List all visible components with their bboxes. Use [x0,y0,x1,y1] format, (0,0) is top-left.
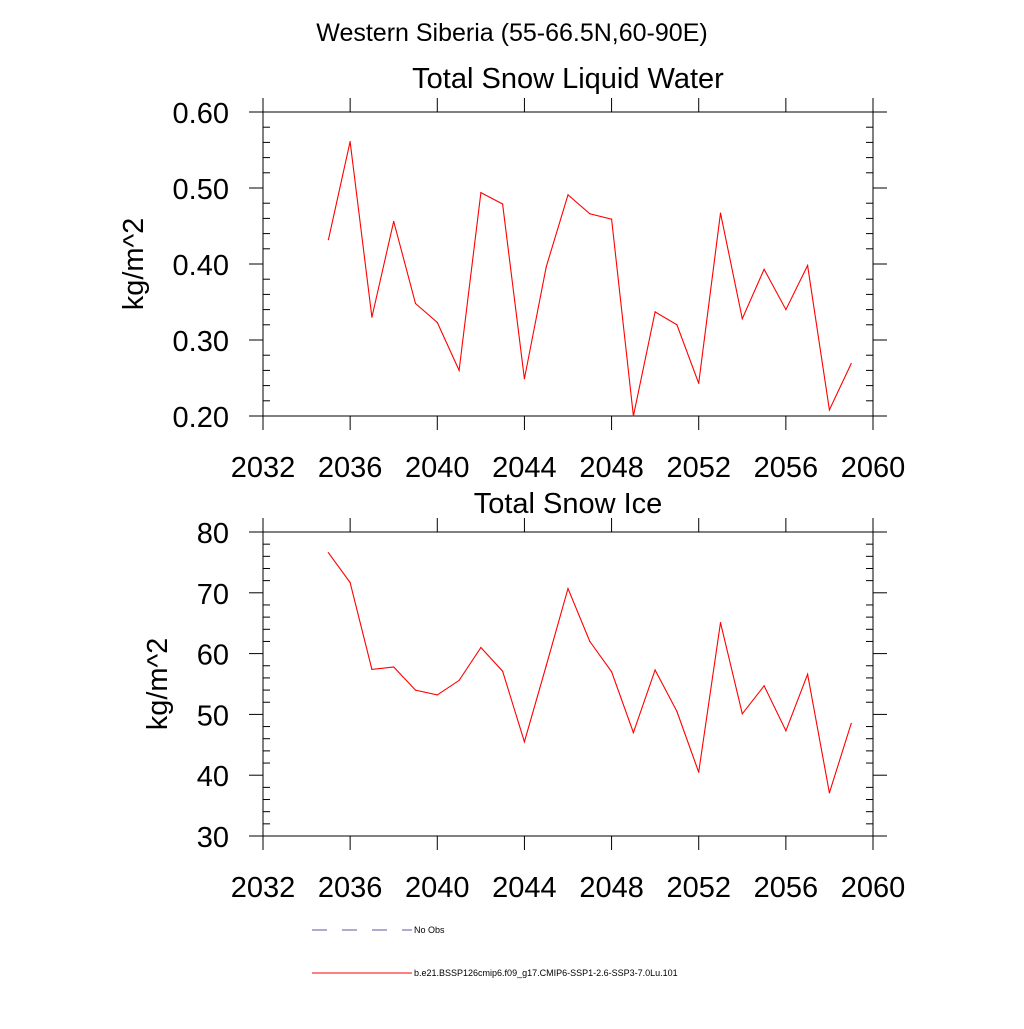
x-tick-label: 2036 [318,872,383,904]
data-point [850,362,852,365]
series-line [327,552,852,793]
data-point [850,722,852,725]
plot-frame [262,111,874,417]
data-point [436,694,438,696]
data-point [414,302,417,305]
x-tick-label: 2056 [754,452,819,484]
data-point [480,191,482,194]
y-tick-label: 0.50 [173,174,229,206]
data-point [807,264,809,267]
data-point [610,218,613,220]
data-point [567,587,569,590]
legend-label-model: b.e21.BSSP126cmip6.f09_g17.CMIP6-SSP1-2.… [414,968,678,978]
panel-snow-liquid-water: Total Snow Liquid Water kg/m^2 2032 2036 2… [118,63,905,484]
x-tick-label: 2052 [666,452,731,484]
data-point [567,194,569,196]
plot-frame [262,531,874,837]
y-tick-label: 0.30 [173,326,229,358]
x-tick-label: 2060 [841,872,906,904]
data-point [502,203,504,205]
data-point [676,324,678,326]
x-tick-label: 2032 [231,872,296,904]
y-tick-label: 60 [197,640,229,672]
data-point [763,685,765,687]
data-point [632,415,634,417]
plot-area: 2032 2036 2040 2044 2048 2052 2056 2060 0.20 0.30… [173,98,906,484]
data-point [371,668,373,671]
x-tick-label: 2048 [579,872,644,904]
x-tick-label: 2040 [405,872,470,904]
data-point [349,581,351,584]
data-point [458,369,460,371]
data-point [480,646,482,649]
data-point [393,220,395,223]
data-point [828,409,831,411]
y-tick-label: 30 [197,822,229,854]
data-point [741,318,743,320]
x-tick-label: 2036 [318,452,383,484]
x-tick-label: 2052 [666,872,731,904]
data-point [676,710,678,712]
data-point [349,141,351,143]
data-point [393,666,395,668]
y-tick-label: 80 [197,518,229,550]
y-tick-label: 70 [197,579,229,611]
y-axis-label: kg/m^2 [142,638,174,731]
data-point [589,640,591,643]
y-tick-label: 0.60 [173,98,229,130]
data-point [632,732,634,734]
data-point [654,311,656,313]
data-point [807,673,809,675]
data-point [436,321,438,324]
data-point [785,309,787,311]
data-point [654,669,656,671]
data-point [545,665,547,667]
x-tick-label: 2048 [579,452,644,484]
data-point [719,621,722,624]
y-tick-label: 0.40 [173,250,229,282]
data-point [763,268,765,270]
data-point [698,382,700,384]
data-point [698,771,700,773]
data-point [371,316,373,318]
x-tick-label: 2044 [492,452,557,484]
x-tick-label: 2060 [841,452,906,484]
panel-title: Total Snow Ice [474,488,663,520]
data-point [785,730,787,732]
panel-snow-ice: Total Snow Ice kg/m^2 2032 2036 2040 2044 20… [142,488,905,904]
x-tick-label: 2032 [231,452,296,484]
data-point [502,670,504,672]
data-point [327,552,329,554]
data-point [414,689,417,691]
x-tick-label: 2044 [492,872,557,904]
legend: No Obs b.e21.BSSP126cmip6.f09_g17.CMIP6-… [312,925,678,978]
figure-title: Western Siberia (55-66.5N,60-90E) [316,19,707,47]
y-tick-label: 50 [197,700,229,732]
data-point [610,671,613,673]
data-point [523,741,526,743]
data-point [327,239,329,241]
plot-area: 2032 2036 2040 2044 2048 2052 2056 2060 30 40 50 60… [197,518,906,904]
y-tick-label: 40 [197,761,229,793]
data-point [523,378,526,380]
data-point [545,266,547,268]
data-point [458,679,460,681]
x-tick-label: 2056 [754,872,819,904]
series-line [327,141,852,417]
legend-label-no-obs: No Obs [414,925,445,935]
data-point [741,713,743,715]
y-axis-label: kg/m^2 [118,218,150,311]
panel-title: Total Snow Liquid Water [412,63,724,95]
data-point [719,212,722,214]
data-point [828,792,831,794]
data-point [589,213,591,215]
x-tick-label: 2040 [405,452,470,484]
y-tick-label: 0.20 [173,402,229,434]
